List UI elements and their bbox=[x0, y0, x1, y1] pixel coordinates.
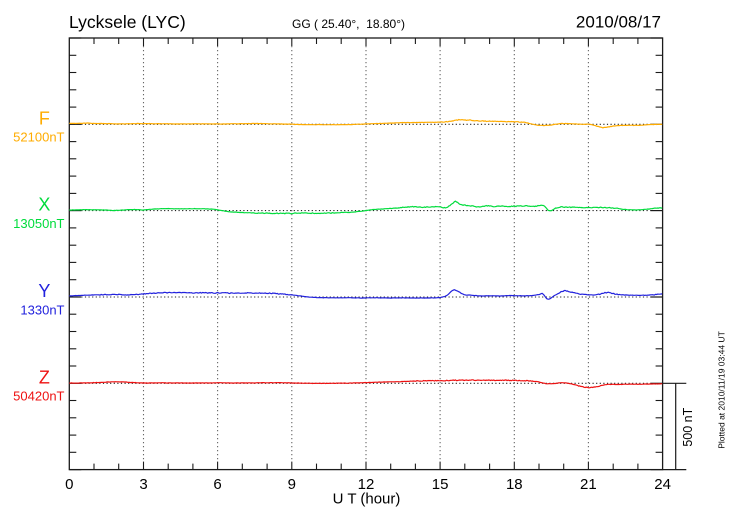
svg-text:X: X bbox=[38, 195, 50, 215]
svg-text:18: 18 bbox=[506, 476, 523, 493]
svg-text:15: 15 bbox=[432, 476, 449, 493]
svg-text:Z: Z bbox=[39, 367, 50, 387]
svg-text:Lycksele (LYC): Lycksele (LYC) bbox=[69, 12, 186, 32]
svg-text:2010/08/17: 2010/08/17 bbox=[576, 13, 661, 32]
svg-text:U T (hour): U T (hour) bbox=[333, 491, 401, 508]
svg-text:12: 12 bbox=[358, 476, 375, 493]
svg-text:24: 24 bbox=[654, 476, 671, 493]
svg-text:52100nT: 52100nT bbox=[13, 130, 64, 145]
svg-text:0: 0 bbox=[65, 476, 73, 493]
svg-text:500 nT: 500 nT bbox=[681, 407, 695, 446]
svg-text:Plotted at 2010/11/19 03:44 UT: Plotted at 2010/11/19 03:44 UT bbox=[717, 331, 727, 449]
svg-text:13050nT: 13050nT bbox=[13, 216, 64, 231]
svg-text:21: 21 bbox=[580, 476, 597, 493]
svg-text:6: 6 bbox=[213, 476, 221, 493]
svg-text:F: F bbox=[39, 108, 50, 128]
svg-text:1330nT: 1330nT bbox=[20, 302, 64, 317]
svg-text:3: 3 bbox=[139, 476, 147, 493]
svg-text:Y: Y bbox=[38, 281, 50, 301]
svg-text:9: 9 bbox=[288, 476, 296, 493]
svg-text:GG ( 25.40°, 18.80°): GG ( 25.40°, 18.80°) bbox=[292, 17, 405, 31]
svg-text:50420nT: 50420nT bbox=[13, 389, 64, 404]
